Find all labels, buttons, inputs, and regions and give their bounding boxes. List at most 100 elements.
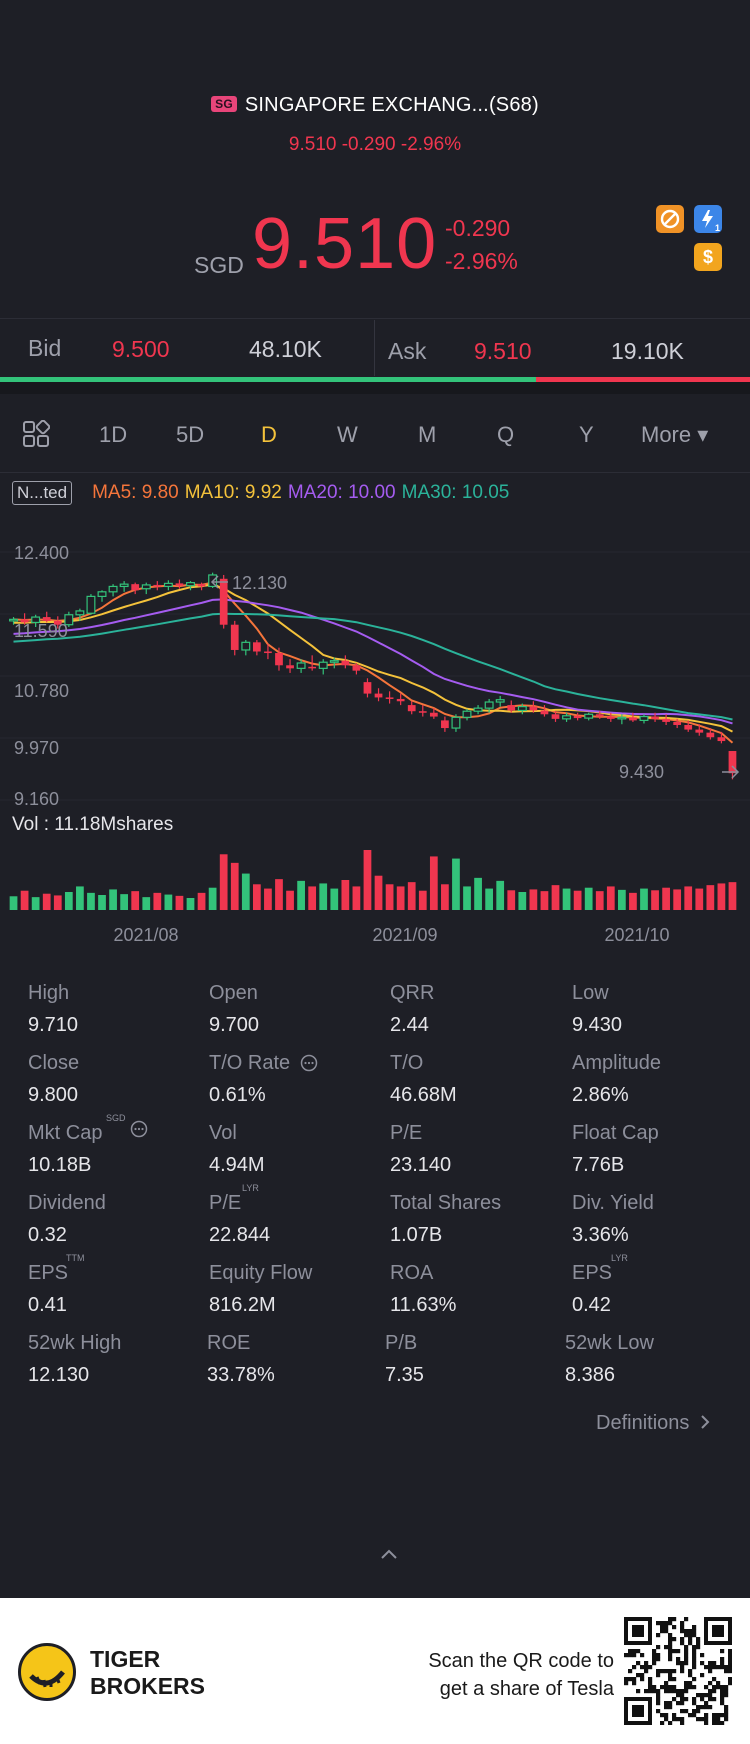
- ask-size: 19.10K: [611, 338, 684, 364]
- candle: [9, 617, 19, 625]
- volume-bar: [87, 892, 95, 910]
- candle: [728, 751, 737, 780]
- stat-label-div-yield: Div. Yield: [572, 1192, 654, 1214]
- bid-size: 48.10K: [249, 336, 322, 362]
- currency-superscript: SGD: [106, 1113, 126, 1123]
- tab-quarter[interactable]: Q: [497, 422, 515, 447]
- volume-bar: [662, 887, 670, 910]
- volume-bar: [429, 856, 438, 910]
- tab-week[interactable]: W: [337, 422, 358, 447]
- stat-label-close: Close: [28, 1052, 80, 1074]
- volume-bar: [219, 854, 228, 910]
- stat-label-roa: ROA: [390, 1262, 434, 1284]
- stat-label-pe: P/E: [390, 1122, 423, 1144]
- candle: [241, 640, 251, 656]
- volume-bar: [9, 896, 18, 910]
- qr-code-icon[interactable]: [624, 1617, 732, 1725]
- tab-day[interactable]: D: [261, 422, 277, 447]
- candle: [252, 640, 261, 656]
- stat-label-float-cap: Float Cap: [572, 1122, 659, 1144]
- stat-value-total-shares: 1.07B: [390, 1224, 443, 1246]
- volume-bar: [241, 873, 250, 910]
- volume-bar: [175, 895, 184, 910]
- ttm-superscript: TTM: [66, 1253, 85, 1263]
- tab-year[interactable]: Y: [579, 422, 594, 447]
- tab-month[interactable]: M: [418, 422, 437, 447]
- info-icon[interactable]: [130, 1120, 148, 1138]
- tab-5d[interactable]: 5D: [176, 422, 205, 447]
- stat-label-eps-ttm: EPS: [28, 1262, 69, 1284]
- stat-value-div-yield: 3.36%: [572, 1224, 629, 1246]
- adjust-mode-button[interactable]: N...ted: [12, 481, 73, 505]
- candle: [517, 703, 527, 715]
- stat-label-open: Open: [209, 982, 258, 1004]
- candle: [706, 728, 715, 740]
- candle: [462, 708, 472, 721]
- bid-price[interactable]: 9.500: [112, 336, 170, 362]
- info-icon[interactable]: [300, 1054, 318, 1072]
- volume-bar: [606, 886, 615, 910]
- promo-text: Scan the QR code to get a share of Tesla: [380, 1647, 614, 1703]
- candle: [296, 659, 306, 673]
- volume-bar: [529, 889, 538, 910]
- low-price-marker: 9.430: [619, 762, 740, 782]
- candle: [308, 655, 317, 671]
- stat-label-market-cap: Mkt Cap: [28, 1122, 103, 1144]
- candle: [562, 712, 572, 722]
- candle: [108, 584, 118, 597]
- stat-label-roe: ROE: [207, 1332, 251, 1354]
- ask-price[interactable]: 9.510: [474, 338, 532, 364]
- ask-label: Ask: [388, 338, 427, 364]
- volume-bar: [640, 888, 648, 910]
- tiger-brokers-logo-icon: [18, 1643, 76, 1701]
- chart-layout-icon[interactable]: [22, 420, 50, 448]
- price-chart[interactable]: 12.400 11.590 10.780 9.970 9.160 12.130 …: [0, 530, 750, 950]
- low-price-label: 9.430: [619, 762, 664, 782]
- x-tick-label: 2021/10: [604, 925, 669, 945]
- volume-bar: [197, 892, 206, 910]
- stat-label-volume: Vol: [209, 1122, 237, 1144]
- stat-label-total-shares: Total Shares: [390, 1192, 502, 1214]
- candle: [341, 655, 350, 669]
- definitions-link[interactable]: Definitions: [596, 1412, 711, 1435]
- volume-bar: [651, 890, 659, 910]
- bid-ask-panel: [0, 318, 750, 380]
- tab-1d[interactable]: 1D: [99, 422, 128, 447]
- candle: [429, 708, 438, 719]
- no-margin-icon[interactable]: [656, 205, 684, 233]
- volume-bar: [507, 890, 516, 910]
- candle: [396, 693, 405, 706]
- volume-bar: [573, 890, 582, 910]
- volume-bar: [363, 850, 372, 910]
- y-tick-label: 11.590: [14, 621, 68, 641]
- tab-more[interactable]: More ▾: [641, 422, 709, 447]
- stat-value-eps-ttm: 0.41: [28, 1294, 67, 1316]
- flash-icon[interactable]: 1: [694, 205, 722, 233]
- volume-bar: [20, 890, 29, 910]
- candle: [473, 705, 483, 715]
- candle: [141, 582, 151, 595]
- ma30-value: MA30: 10.05: [401, 482, 510, 503]
- volume-bar: [684, 886, 693, 910]
- dollar-icon[interactable]: $: [694, 243, 722, 271]
- y-tick-label: 10.780: [14, 681, 69, 701]
- volume-bar: [286, 890, 294, 910]
- y-tick-label: 9.970: [14, 738, 59, 758]
- candle: [275, 647, 283, 671]
- volume-bar: [418, 890, 427, 910]
- stat-label-qrr: QRR: [390, 982, 435, 1004]
- price-change: -0.290: [445, 215, 511, 241]
- candle: [441, 716, 449, 732]
- x-tick-label: 2021/09: [372, 925, 437, 945]
- stock-name: SINGAPORE EXCHANG...(S68): [244, 94, 539, 116]
- chevron-up-icon[interactable]: [380, 1548, 398, 1560]
- candle: [651, 712, 659, 722]
- brand-name: TIGER BROKERS: [90, 1646, 205, 1700]
- volume-bar: [341, 880, 350, 910]
- candle: [329, 657, 339, 669]
- volume-bar: [230, 862, 239, 910]
- candle: [529, 701, 538, 713]
- candle: [131, 582, 140, 595]
- stat-value-low: 9.430: [572, 1014, 623, 1036]
- candle: [53, 616, 62, 629]
